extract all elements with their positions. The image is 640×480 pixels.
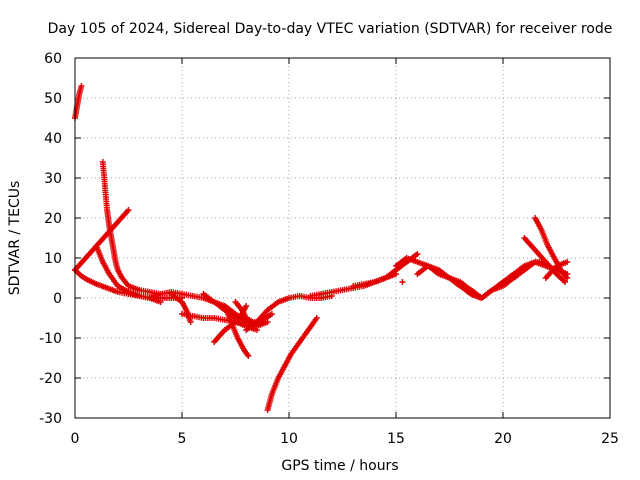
x-tick-label: 20 [494, 431, 512, 447]
x-axis-ticks: 0 5 10 15 20 25 [71, 58, 619, 447]
y-tick-label: 50 [44, 91, 62, 107]
data-point [564, 259, 571, 265]
y-tick-label: 0 [53, 291, 62, 307]
series-arc-16 [350, 251, 421, 289]
plot-frame [74, 57, 611, 419]
y-tick-label: -20 [39, 371, 62, 387]
series-arc-1 [72, 83, 85, 121]
chart-title: Day 105 of 2024, Sidereal Day-to-day VTE… [48, 21, 613, 37]
y-axis-ticks: -30 -20 -10 0 10 20 30 40 50 60 [39, 51, 610, 427]
y-tick-label: 60 [44, 51, 62, 67]
series-arc-14 [264, 315, 320, 413]
data-point [78, 83, 85, 89]
y-tick-label: 20 [44, 211, 62, 227]
series-arc-22 [532, 215, 571, 281]
x-tick-label: 15 [387, 431, 405, 447]
x-tick-label: 5 [178, 431, 187, 447]
data-point [399, 279, 406, 285]
x-tick-label: 0 [71, 431, 80, 447]
x-tick-label: 10 [280, 431, 298, 447]
data-point [125, 207, 132, 213]
data-point [414, 251, 421, 257]
y-tick-label: 30 [44, 171, 62, 187]
y-tick-label: 40 [44, 131, 62, 147]
data-point [564, 275, 571, 281]
data-point [264, 319, 271, 325]
y-axis-label: SDTVAR / TECUs [7, 181, 23, 296]
data-point [187, 319, 194, 325]
series-isolated [399, 279, 406, 285]
data-point [245, 353, 252, 359]
data-point [313, 315, 320, 321]
data-points [72, 83, 571, 413]
series-arc-23 [542, 259, 571, 281]
y-tick-label: -10 [39, 331, 62, 347]
x-axis-label: GPS time / hours [281, 458, 398, 474]
data-point [157, 299, 164, 305]
data-point [243, 303, 250, 309]
y-tick-label: 10 [44, 251, 62, 267]
x-tick-label: 25 [601, 431, 619, 447]
series-arc-2 [99, 159, 164, 297]
data-point [562, 279, 569, 285]
y-tick-label: -30 [39, 411, 62, 427]
data-point [268, 311, 275, 317]
series-arc-5 [93, 243, 164, 305]
grid-lines [75, 58, 610, 418]
